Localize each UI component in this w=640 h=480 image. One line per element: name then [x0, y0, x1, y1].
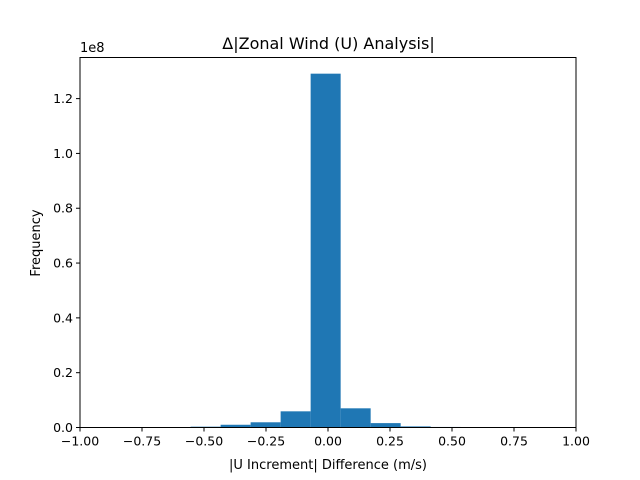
- x-tick-label: −0.50: [185, 434, 223, 449]
- x-tick-label: −1.00: [61, 434, 99, 449]
- histogram-bar: [250, 422, 281, 428]
- y-tick-label: 0.6: [53, 256, 73, 271]
- histogram-bar: [220, 424, 251, 428]
- chart-title: Δ|Zonal Wind (U) Analysis|: [222, 34, 434, 53]
- plot-frame: [79, 57, 577, 428]
- histogram-bar: [340, 408, 371, 428]
- y-tick-label: 1.0: [53, 146, 73, 161]
- histogram-bar: [400, 426, 431, 428]
- x-tick-label: 0.50: [438, 434, 466, 449]
- histogram-bar: [280, 411, 311, 428]
- x-tick-label: 0.00: [314, 434, 342, 449]
- bars-group: [160, 73, 461, 428]
- histogram-bar: [310, 73, 341, 428]
- y-axis-ticks: 0.0 0.2 0.4 0.6 0.8 1.0 1.2: [53, 91, 80, 435]
- y-tick-label: 0.2: [53, 365, 73, 380]
- y-tick-label: 0.4: [53, 310, 73, 325]
- x-axis-label: |U Increment| Difference (m/s): [229, 458, 427, 473]
- x-tick-label: 0.75: [500, 434, 528, 449]
- y-tick-label: 0.8: [53, 201, 73, 216]
- x-tick-label: 0.25: [376, 434, 404, 449]
- x-tick-label: 1.00: [562, 434, 590, 449]
- y-offset-label: 1e8: [80, 41, 105, 56]
- x-tick-label: −0.25: [247, 434, 285, 449]
- y-axis-label: Frequency: [29, 209, 44, 276]
- y-tick-label: 1.2: [53, 91, 73, 106]
- x-tick-label: −0.75: [123, 434, 161, 449]
- y-tick-label: 0.0: [53, 420, 73, 435]
- histogram-bar: [370, 423, 401, 428]
- x-axis-ticks: −1.00 −0.75 −0.50 −0.25 0.00 0.25 0.50 0.75 1.00: [61, 427, 590, 449]
